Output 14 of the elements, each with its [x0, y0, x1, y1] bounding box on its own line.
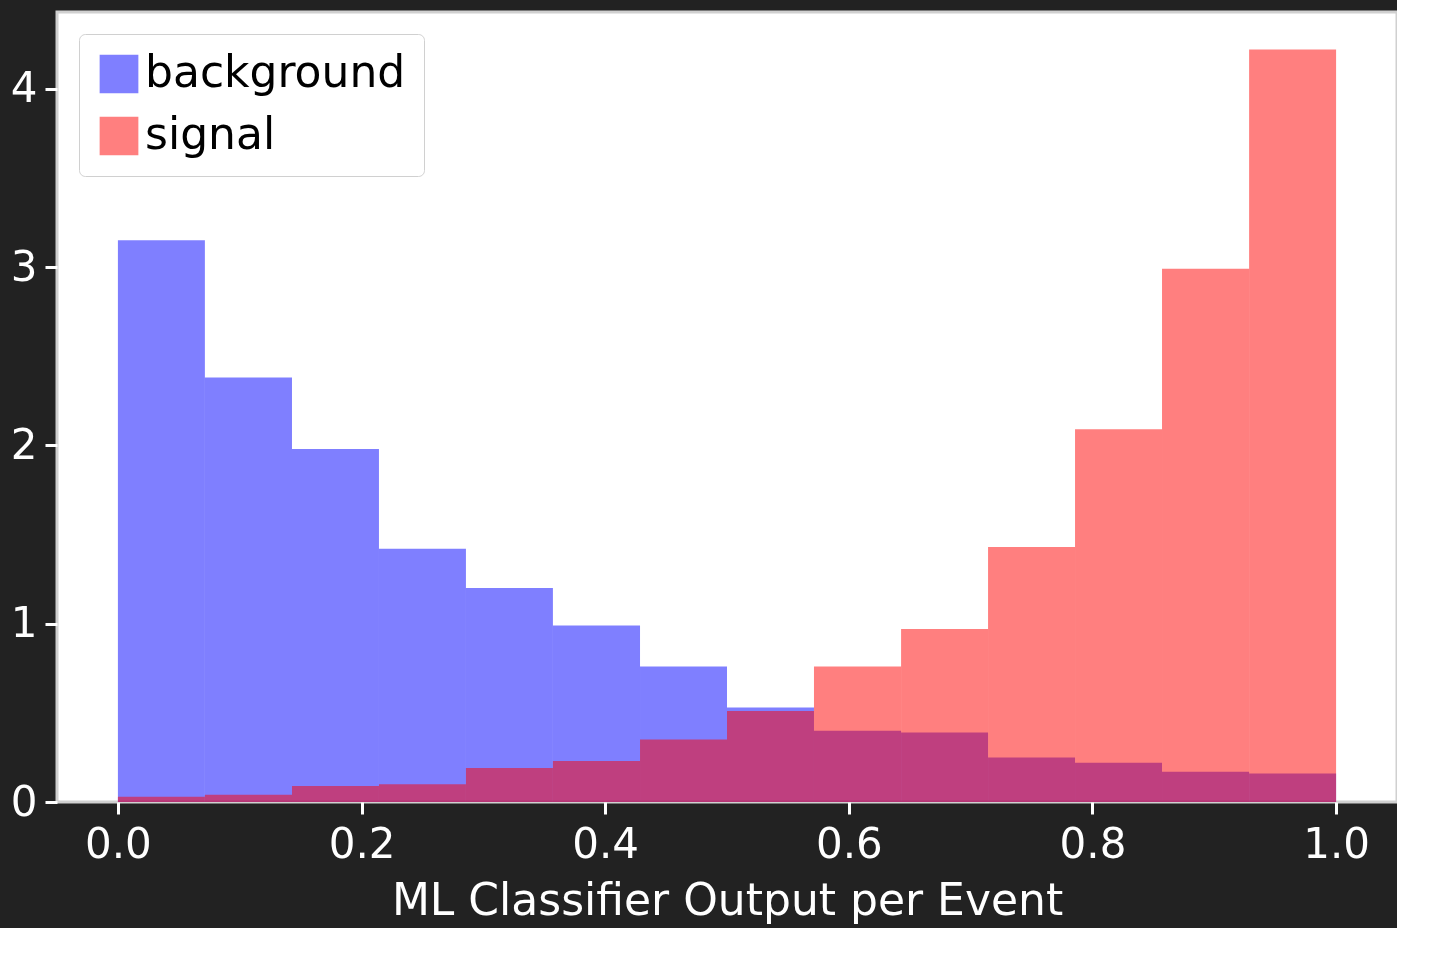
- y-tick-label: 4: [10, 63, 38, 113]
- y-tick-label: 2: [10, 419, 38, 469]
- y-tick-label: 1: [10, 598, 38, 648]
- legend-label: background: [145, 46, 406, 97]
- x-tick-label: 0.2: [328, 818, 396, 868]
- x-tick-label: 0.6: [815, 818, 883, 868]
- x-axis-title: ML Classifier Output per Event: [391, 873, 1064, 925]
- x-tick-label: 0.4: [572, 818, 640, 868]
- y-tick-label: 0: [10, 776, 38, 826]
- x-tick-label: 0.8: [1059, 818, 1127, 868]
- x-tick-label: 0.0: [85, 818, 152, 868]
- x-tick-label: 1.0: [1303, 818, 1370, 868]
- legend-label: signal: [145, 108, 276, 159]
- y-tick-label: 3: [10, 241, 38, 291]
